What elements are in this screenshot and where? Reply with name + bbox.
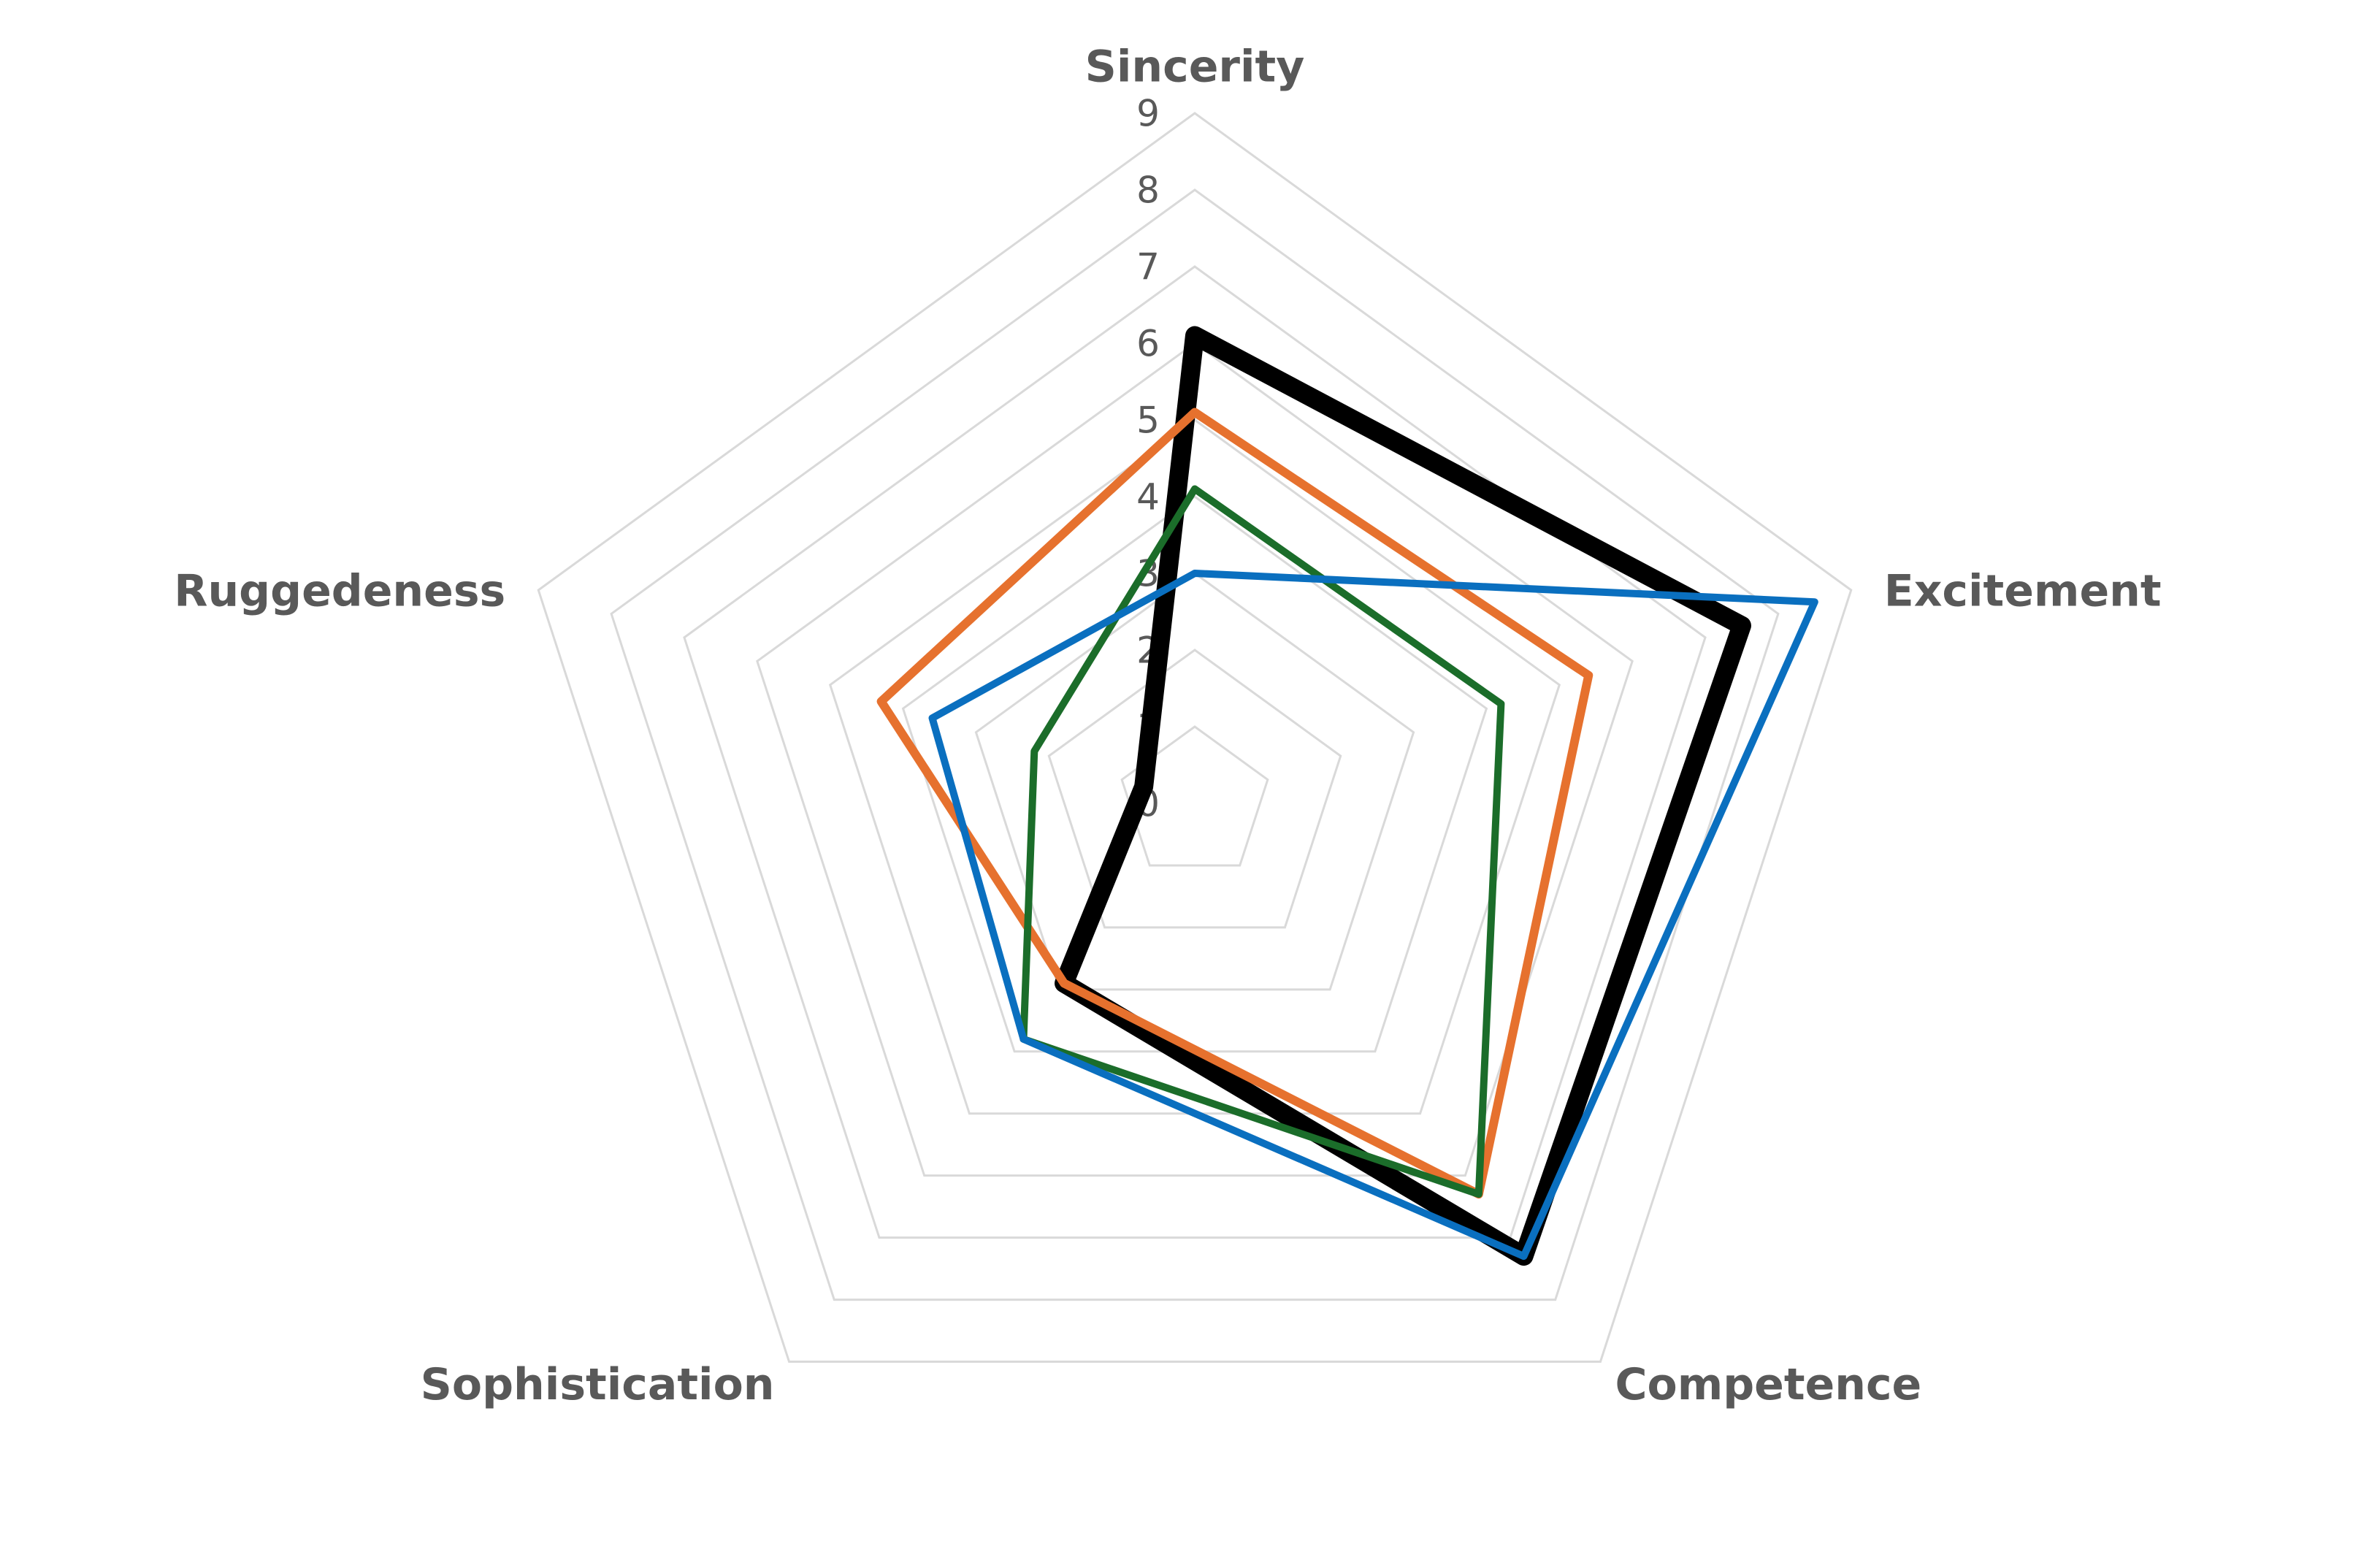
series-line-0: [1055, 326, 1751, 1266]
grid-ring-2: [1047, 649, 1342, 929]
grid-ring-7: [683, 265, 1707, 1239]
category-label-competence: Competence: [1615, 1359, 1921, 1410]
series-line-2: [1019, 485, 1505, 1198]
grid-ring-9: [537, 112, 1853, 1364]
category-label-excitement: Excitement: [1884, 566, 2162, 617]
series-line-3: [928, 570, 1818, 1261]
grid-ring-8: [610, 188, 1780, 1301]
category-label-sophistication: Sophistication: [421, 1359, 775, 1410]
tick-label-6: 6: [1136, 323, 1160, 365]
grid-layer: [537, 112, 1853, 1364]
grid-ring-5: [828, 418, 1561, 1115]
grid-ring-1: [1120, 725, 1269, 867]
category-label-sincerity: Sincerity: [1085, 42, 1305, 93]
tick-label-4: 4: [1136, 476, 1160, 519]
series-line-1: [876, 408, 1594, 1199]
series-layer: [876, 326, 1818, 1266]
tick-label-7: 7: [1136, 246, 1160, 288]
grid-ring-6: [756, 342, 1634, 1177]
tick-label-9: 9: [1136, 93, 1160, 135]
grid-ring-3: [974, 572, 1415, 991]
tick-label-5: 5: [1136, 399, 1160, 442]
category-label-ruggedeness: Ruggedeness: [174, 566, 505, 617]
category-label-layer: Sincerity Excitement Competence Sophisticat…: [174, 42, 2161, 1411]
tick-label-8: 8: [1136, 169, 1160, 212]
